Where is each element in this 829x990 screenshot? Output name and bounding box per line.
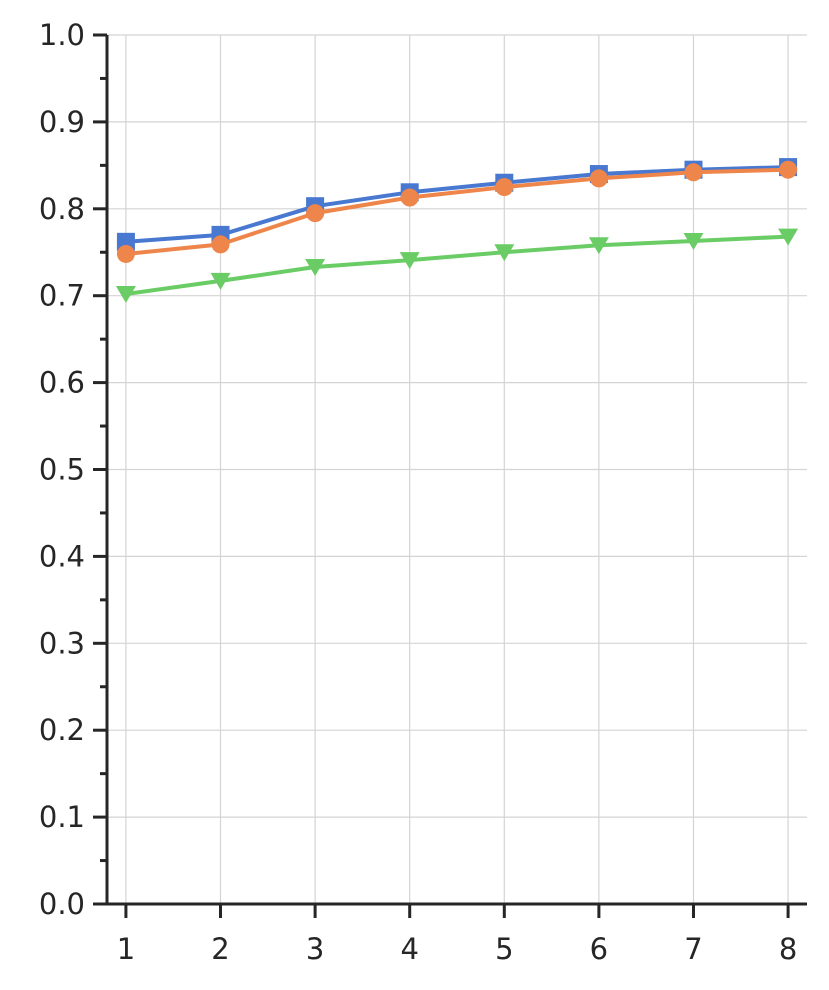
triangle-down-marker bbox=[683, 232, 704, 250]
series-2 bbox=[116, 160, 798, 263]
series-3 bbox=[115, 228, 799, 303]
series-line bbox=[123, 165, 791, 244]
y-tick-label: 0.5 bbox=[39, 453, 85, 487]
y-tick-label: 0.4 bbox=[39, 539, 85, 573]
series-line bbox=[123, 234, 791, 296]
x-tick-label: 3 bbox=[306, 932, 324, 966]
y-tick-label: 0.1 bbox=[39, 800, 85, 834]
x-tick-label: 5 bbox=[495, 932, 513, 966]
x-tick-label: 1 bbox=[117, 932, 135, 966]
x-tick-label: 7 bbox=[684, 932, 702, 966]
triangle-down-marker bbox=[494, 244, 515, 262]
y-tick-label: 0.6 bbox=[39, 366, 85, 400]
circle-marker bbox=[116, 244, 135, 263]
circle-marker bbox=[306, 204, 325, 223]
circle-marker bbox=[495, 178, 514, 197]
y-tick-label: 0.0 bbox=[39, 887, 85, 921]
circle-marker bbox=[779, 160, 798, 179]
circle-marker bbox=[400, 188, 419, 207]
tick-labels: 0.0 0.1 0.2 0.3 0.4 0.5 0.6 0.7 0.8 0.9 1.0 1 2 3 4 5 6 7… bbox=[39, 18, 797, 966]
x-tick-label: 4 bbox=[400, 932, 418, 966]
triangle-down-marker bbox=[210, 272, 231, 290]
x-tick-label: 6 bbox=[590, 932, 608, 966]
y-tick-label: 0.8 bbox=[39, 192, 85, 226]
circle-marker bbox=[684, 163, 703, 182]
y-tick-label: 1.0 bbox=[39, 18, 85, 52]
y-tick-label: 0.9 bbox=[39, 105, 85, 139]
triangle-down-marker bbox=[305, 259, 326, 277]
y-tick-label: 0.3 bbox=[39, 626, 85, 660]
circle-marker bbox=[589, 169, 608, 188]
series-line bbox=[123, 167, 791, 256]
x-tick-label: 2 bbox=[211, 932, 229, 966]
triangle-down-marker bbox=[588, 237, 609, 255]
axes bbox=[93, 33, 807, 918]
circle-marker bbox=[211, 235, 230, 254]
series-group bbox=[115, 158, 799, 303]
x-tick-label: 8 bbox=[779, 932, 797, 966]
y-tick-label: 0.7 bbox=[39, 279, 85, 313]
y-tick-label: 0.2 bbox=[39, 713, 85, 747]
triangle-down-marker bbox=[399, 252, 420, 270]
grid bbox=[107, 34, 807, 905]
triangle-down-marker bbox=[115, 285, 136, 303]
triangle-down-marker bbox=[778, 228, 799, 246]
